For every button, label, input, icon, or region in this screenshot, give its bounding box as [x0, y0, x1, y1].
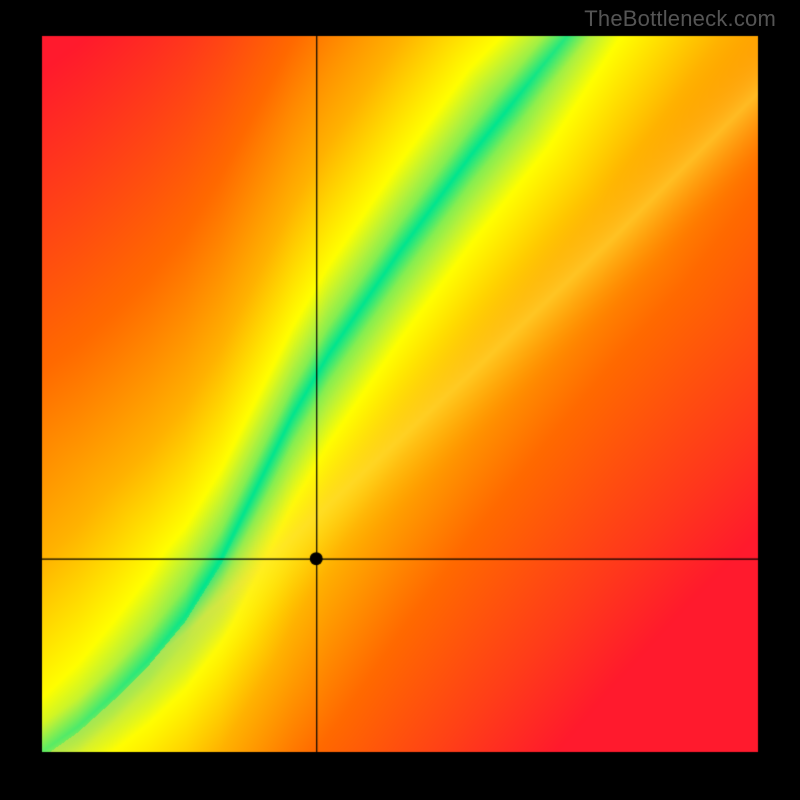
- attribution-label: TheBottleneck.com: [584, 6, 776, 32]
- bottleneck-heatmap-canvas: [0, 0, 800, 800]
